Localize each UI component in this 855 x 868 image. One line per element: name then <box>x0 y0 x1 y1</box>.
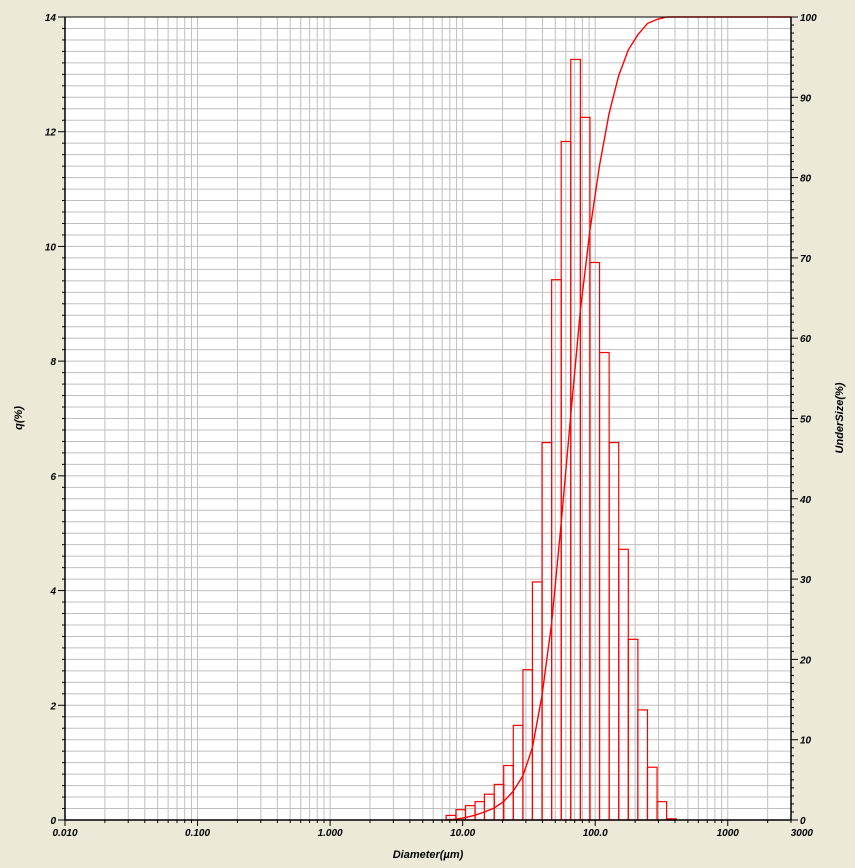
y-right-tick-label: 40 <box>799 495 812 506</box>
x-axis-label: Diameter(µm) <box>393 849 464 861</box>
x-tick-label: 1000 <box>717 828 740 839</box>
y-right-tick-label: 10 <box>800 736 812 747</box>
y-axis-right-label: UnderSize(%) <box>834 382 846 453</box>
y-right-tick-label: 50 <box>800 415 812 426</box>
y-right-tick-label: 20 <box>799 655 812 666</box>
x-tick-label: 0.100 <box>185 828 210 839</box>
y-right-tick-label: 100 <box>800 13 817 24</box>
y-axis-left-label: q(%) <box>13 406 25 430</box>
x-tick-label: 3000 <box>791 828 814 839</box>
y-right-tick-label: 0 <box>800 816 806 827</box>
grid-lines <box>64 16 792 821</box>
x-tick-label: 10.00 <box>450 828 475 839</box>
y-left-tick-label: 14 <box>45 13 57 24</box>
y-left-tick-label: 0 <box>50 816 56 827</box>
tick-labels: 0 2 4 6 8 10 12 14 0 10 20 30 40 50 60 70 80 90 100 0.010 0.… <box>45 13 817 839</box>
y-right-tick-label: 80 <box>800 174 812 185</box>
y-right-tick-label: 30 <box>800 575 812 586</box>
x-tick-label: 0.010 <box>52 828 77 839</box>
axes <box>58 16 798 826</box>
y-right-tick-label: 60 <box>800 334 812 345</box>
cumulative-undersize-line <box>446 16 791 821</box>
x-tick-label: 1.000 <box>318 828 343 839</box>
y-left-tick-label: 10 <box>45 242 57 253</box>
y-left-tick-label: 6 <box>50 472 56 483</box>
x-tick-label: 100.0 <box>583 828 608 839</box>
y-left-tick-label: 4 <box>49 587 56 598</box>
y-left-tick-label: 12 <box>45 128 57 139</box>
y-left-tick-label: 2 <box>49 701 56 712</box>
y-right-tick-label: 90 <box>800 93 812 104</box>
y-right-tick-label: 70 <box>800 254 812 265</box>
y-left-tick-label: 8 <box>50 357 56 368</box>
